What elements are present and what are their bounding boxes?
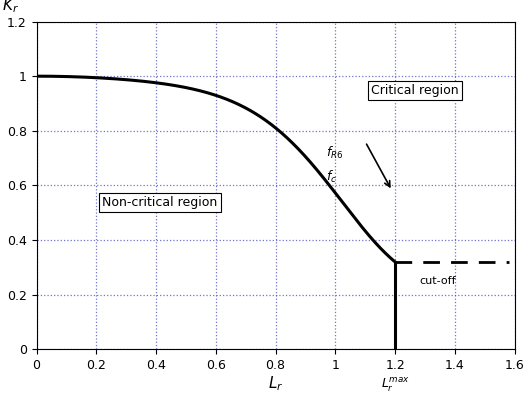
- Text: Non-critical region: Non-critical region: [102, 196, 218, 209]
- Text: $f_c$: $f_c$: [326, 169, 338, 185]
- Text: cut-off: cut-off: [419, 276, 456, 286]
- Y-axis label: $K_r$: $K_r$: [2, 0, 19, 15]
- Text: $L_r^{max}$: $L_r^{max}$: [381, 377, 410, 394]
- Text: $f_{R6}$: $f_{R6}$: [326, 144, 344, 161]
- X-axis label: $L_r$: $L_r$: [268, 375, 284, 393]
- Text: Critical region: Critical region: [371, 84, 459, 97]
